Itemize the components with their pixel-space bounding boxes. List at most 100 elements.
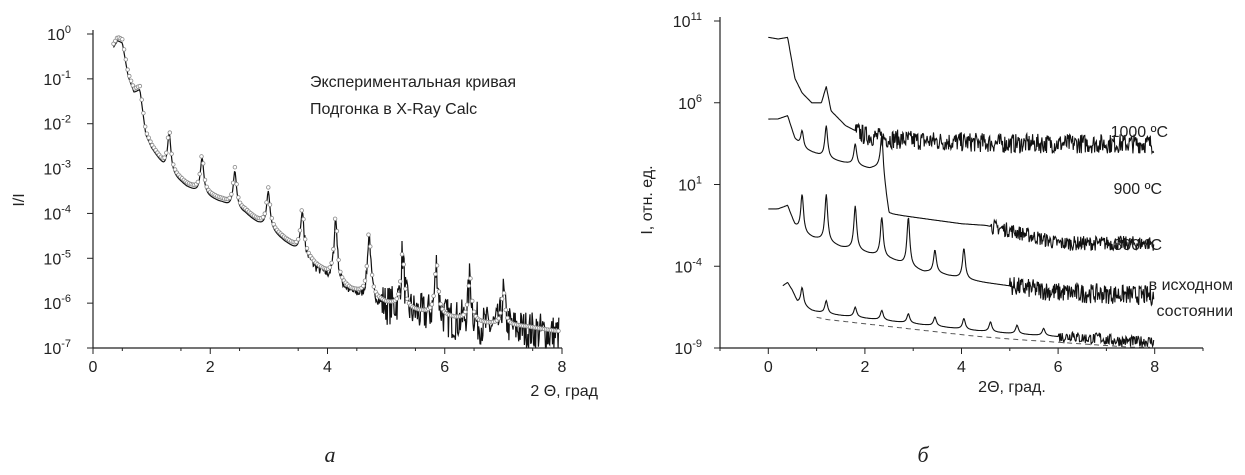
fit-point (433, 271, 438, 277)
fit-point (123, 57, 128, 62)
fit-point (230, 180, 236, 185)
series-line-b-1 (768, 115, 1155, 252)
plot-area-a (111, 35, 561, 349)
chart-panel-a: 0 2 4 6 8 100 10-1 10-2 10-3 10-4 10-5 10-6 10-7 I/I… (11, 24, 599, 467)
fit-point (142, 124, 148, 129)
fit-point (144, 131, 150, 136)
fit-point (371, 284, 376, 289)
fit-point (171, 162, 176, 167)
x-axis-label-b: 2Θ, град. (978, 379, 1046, 396)
fit-point (332, 216, 338, 221)
fit-point (364, 263, 369, 269)
fit-point (405, 296, 410, 301)
fit-point (120, 37, 125, 42)
fit-point (167, 130, 172, 135)
fit-point (431, 293, 436, 299)
fit-point (369, 272, 375, 278)
series-label-initial-line2: состоянии (1157, 303, 1234, 320)
fit-point (121, 47, 127, 52)
fit-point (139, 97, 144, 102)
x-tick-label-a: 2 (206, 359, 215, 376)
y-tick-label-a: 10-1 (43, 69, 71, 89)
fit-point (338, 269, 343, 275)
fit-point (303, 237, 308, 242)
x-tick-label-a: 0 (89, 359, 98, 376)
series-label-800: 800 ºС (1113, 237, 1162, 254)
fit-point (471, 309, 477, 314)
x-tick-label-a: 8 (558, 359, 567, 376)
fit-point (331, 246, 336, 252)
x-tick-label-b: 6 (1054, 359, 1063, 376)
fit-point (301, 216, 306, 222)
fit-point (202, 177, 208, 183)
fit-point (199, 154, 204, 159)
fit-point (125, 67, 130, 72)
fit-point (141, 110, 146, 116)
y-tick-label-a: 10-5 (43, 248, 71, 268)
x-tick-label-b: 0 (764, 359, 773, 376)
chart-panel-b: 0 2 4 6 8 1011 106 101 10-4 10-9 I, отн. ед. 2Θ, … (639, 11, 1233, 467)
fit-point (464, 302, 470, 307)
x-tick-label-a: 6 (440, 359, 449, 376)
fit-point (394, 296, 399, 301)
y-axis-label-b: I, отн. ед. (639, 165, 656, 234)
fit-point (336, 257, 341, 263)
fit-point (169, 151, 174, 156)
fit-point (470, 298, 475, 304)
y-tick-label-a: 10-3 (43, 159, 71, 179)
fit-point (296, 237, 301, 242)
fit-point (427, 305, 433, 310)
fit-point (162, 155, 167, 160)
x-tick-label-a: 4 (323, 359, 332, 376)
fit-point (463, 309, 468, 315)
fit-point (361, 283, 366, 289)
fit-point (234, 181, 239, 187)
fit-point (396, 291, 401, 297)
plot-area-b (768, 36, 1155, 349)
fit-point (368, 244, 373, 249)
series-label-900: 900 ºС (1113, 181, 1162, 198)
fit-point (334, 228, 340, 234)
y-tick-label-a: 100 (47, 24, 71, 44)
fit-point (137, 83, 143, 89)
fit-point (329, 260, 334, 266)
axes-b: 0 2 4 6 8 1011 106 101 10-4 10-9 (673, 11, 1204, 376)
y-tick-label-a: 10-6 (43, 293, 71, 313)
fit-point (466, 283, 471, 288)
series-line-b-2 (768, 194, 1155, 307)
fit-point (500, 296, 505, 301)
legend-entry-experimental: Экспериментальная кривая (310, 74, 516, 91)
fit-point (468, 276, 473, 281)
fit-point (148, 139, 153, 144)
fit-point (236, 195, 241, 200)
series-line-b-3 (782, 281, 1155, 349)
fit-point (399, 252, 405, 257)
fit-point (264, 200, 269, 205)
fit-point (498, 310, 503, 316)
axes-a: 0 2 4 6 8 100 10-1 10-2 10-3 10-4 10-5 10-6 10-7 (43, 24, 566, 376)
fit-point (434, 263, 440, 268)
panel-caption-b: б (917, 442, 929, 467)
fit-point (227, 195, 232, 201)
fit-point (127, 73, 132, 79)
fit-point (403, 286, 408, 291)
fit-point (398, 279, 403, 284)
y-tick-label-a: 10-4 (43, 203, 71, 223)
fit-point (496, 316, 501, 321)
fit-point (260, 214, 266, 220)
fit-point (306, 250, 311, 256)
x-tick-label-b: 8 (1150, 359, 1159, 376)
y-axis-label-a: I/I (11, 193, 28, 206)
fit-point (165, 135, 171, 140)
y-tick-label-b: 10-9 (674, 338, 702, 358)
fit-line-dashed (816, 316, 1150, 348)
fit-point (501, 291, 507, 296)
fit-point (200, 161, 206, 166)
fit-point (327, 265, 332, 270)
fit-point (266, 185, 271, 190)
fit-point (204, 184, 209, 189)
fit-point (297, 228, 303, 233)
series-label-initial-line1: в исходном (1149, 277, 1233, 294)
series-line-b-0 (768, 36, 1155, 155)
fit-point (503, 307, 508, 313)
